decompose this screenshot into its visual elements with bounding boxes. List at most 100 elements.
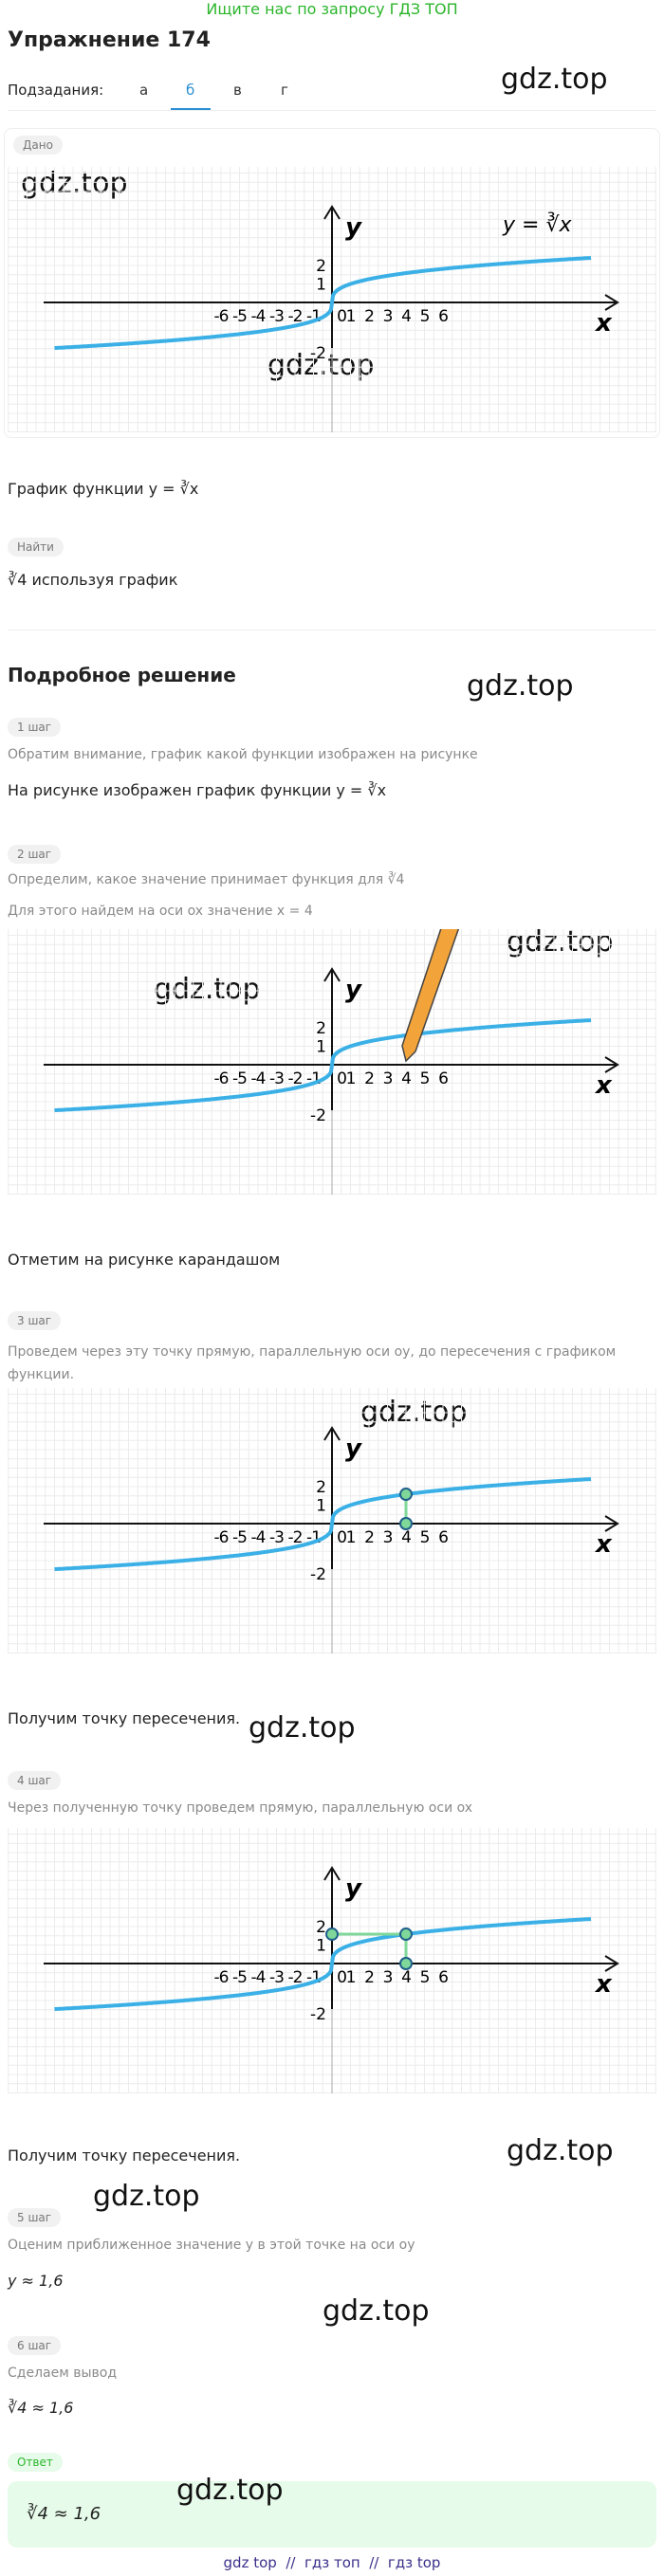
function-curve [54, 1917, 592, 2012]
y-arrow [323, 967, 341, 982]
x-arrow [604, 1056, 619, 1073]
marked-point [325, 1927, 339, 1942]
x-arrow [604, 1955, 619, 1972]
x-tick-label: -3 [269, 307, 284, 326]
x-tick-label: 4 [401, 1968, 411, 1987]
x-tick-label: 4 [401, 1069, 411, 1088]
x-tick-label: -2 [288, 1069, 303, 1088]
function-curve [54, 1018, 592, 1113]
x-tick-label: 4 [401, 1528, 411, 1547]
y-tick-label: 1 [316, 276, 326, 295]
answer-text: ∛4 ≈ 1,6 [27, 2504, 101, 2524]
watermark: gdz.top [176, 2474, 284, 2507]
step-text: ∛4 ≈ 1,6 [8, 2399, 74, 2417]
x-tick-label: 6 [438, 1528, 448, 1547]
x-tick-label: -2 [288, 1528, 303, 1547]
y-axis-label: y [345, 976, 362, 1004]
step-label: 2 шаг [8, 845, 62, 864]
x-tick-label: -5 [232, 1069, 247, 1088]
step-hint: Оценим приближенное значение y в этой то… [8, 2238, 415, 2253]
step-text: Отметим на рисунке карандашом [8, 1251, 281, 1269]
y-arrow [323, 205, 341, 220]
graph: xy-6 -5 -4 -3 -2 -1 0 1 2 3 4 5 621-2y = ∛x [8, 167, 656, 432]
step-label: 5 шаг [8, 2208, 62, 2227]
x-tick-label: 0 [337, 1968, 346, 1987]
x-arrow [604, 294, 619, 311]
x-tick-label: 1 [346, 307, 356, 326]
x-tick-label: -4 [251, 307, 266, 326]
find-label: Найти [8, 538, 64, 557]
x-arrow [604, 1515, 619, 1532]
x-tick-label: 1 [346, 1528, 356, 1547]
watermark: gdz.top [507, 925, 614, 959]
formula: y = ∛x [502, 211, 572, 237]
marked-point [399, 1927, 413, 1942]
y-arrow [323, 1866, 341, 1881]
x-tick-label: -5 [232, 1528, 247, 1547]
x-tick-label: 2 [364, 1968, 374, 1987]
x-axis-label: x [594, 309, 613, 338]
banner[interactable]: Ищите нас по запросу ГДЗ ТОП [206, 0, 458, 18]
given-card [4, 128, 660, 438]
x-tick-label: 3 [383, 1968, 393, 1987]
x-tick-label: -2 [288, 307, 303, 326]
x-axis-label: x [594, 1530, 613, 1559]
solution-title: Подробное решение [8, 664, 236, 686]
x-tick-label: 2 [364, 1528, 374, 1547]
tab-underline [171, 108, 211, 110]
x-axis-label: x [594, 1071, 613, 1100]
answer-box [8, 2481, 656, 2548]
step-text: Получим точку пересечения. [8, 1709, 241, 1727]
x-tick-label: 5 [420, 1069, 430, 1088]
tab[interactable]: б [186, 82, 195, 99]
watermark: gdz.top [323, 2294, 430, 2328]
x-tick-label: 5 [420, 307, 430, 326]
step-hint: Через полученную точку проведем прямую, … [8, 1800, 473, 1816]
watermark: gdz.top [507, 2134, 614, 2167]
x-tick-label: 0 [337, 1069, 346, 1088]
x-tick-label: -3 [269, 1069, 284, 1088]
y-arrow [323, 1426, 341, 1441]
footer[interactable]: gdz top // гдз топ // гдз top [223, 2554, 441, 2571]
x-tick-label: 1 [346, 1968, 356, 1987]
tab[interactable]: а [139, 82, 149, 99]
x-tick-label: 5 [420, 1528, 430, 1547]
y-axis-label: y [345, 1434, 362, 1463]
x-tick-label: -5 [232, 307, 247, 326]
x-tick-label: -3 [269, 1968, 284, 1987]
x-tick-label: 6 [438, 1069, 448, 1088]
step-label: 4 шаг [8, 1771, 62, 1790]
x-axis-label: x [594, 1970, 613, 1999]
tab[interactable]: в [233, 82, 242, 99]
y-tick-label: 2 [316, 1918, 326, 1937]
graph: xy-6 -5 -4 -3 -2 -1 0 1 2 3 4 5 621-2 [8, 929, 656, 1195]
x-tick-label: 3 [383, 1528, 393, 1547]
x-tick-label: 6 [438, 1968, 448, 1987]
y-tick-label: 1 [316, 1497, 326, 1516]
y-tick-label: 2 [316, 257, 326, 276]
step-hint: Сделаем вывод [8, 2366, 118, 2381]
x-tick-label: 1 [346, 1069, 356, 1088]
x-tick-label: 3 [383, 307, 393, 326]
x-tick-label: 5 [420, 1968, 430, 1987]
step-text: На рисунке изображен график функции y = … [8, 781, 387, 799]
x-tick-label: 2 [364, 1069, 374, 1088]
x-tick-label: -4 [251, 1528, 266, 1547]
y-tick-label: 1 [316, 1038, 326, 1057]
answer-label: Ответ [8, 2453, 63, 2472]
given-text: График функции y = ∛x [8, 480, 199, 498]
given-label: Дано [13, 136, 63, 155]
step-label: 1 шаг [8, 718, 62, 737]
marked-point [399, 1488, 413, 1502]
subtasks-label: Подзадания: [8, 82, 104, 99]
x-tick-label: 3 [383, 1069, 393, 1088]
x-tick-label: 0 [337, 307, 346, 326]
y-tick-label: -2 [310, 1565, 326, 1584]
y-tick-label: -2 [310, 344, 326, 363]
step-hint: Для этого найдем на оси ox значение x = … [8, 904, 313, 919]
x-tick-label: -5 [232, 1968, 247, 1987]
tab[interactable]: г [281, 82, 288, 99]
step-text: y ≈ 1,6 [8, 2272, 64, 2290]
pencil [401, 929, 460, 1063]
